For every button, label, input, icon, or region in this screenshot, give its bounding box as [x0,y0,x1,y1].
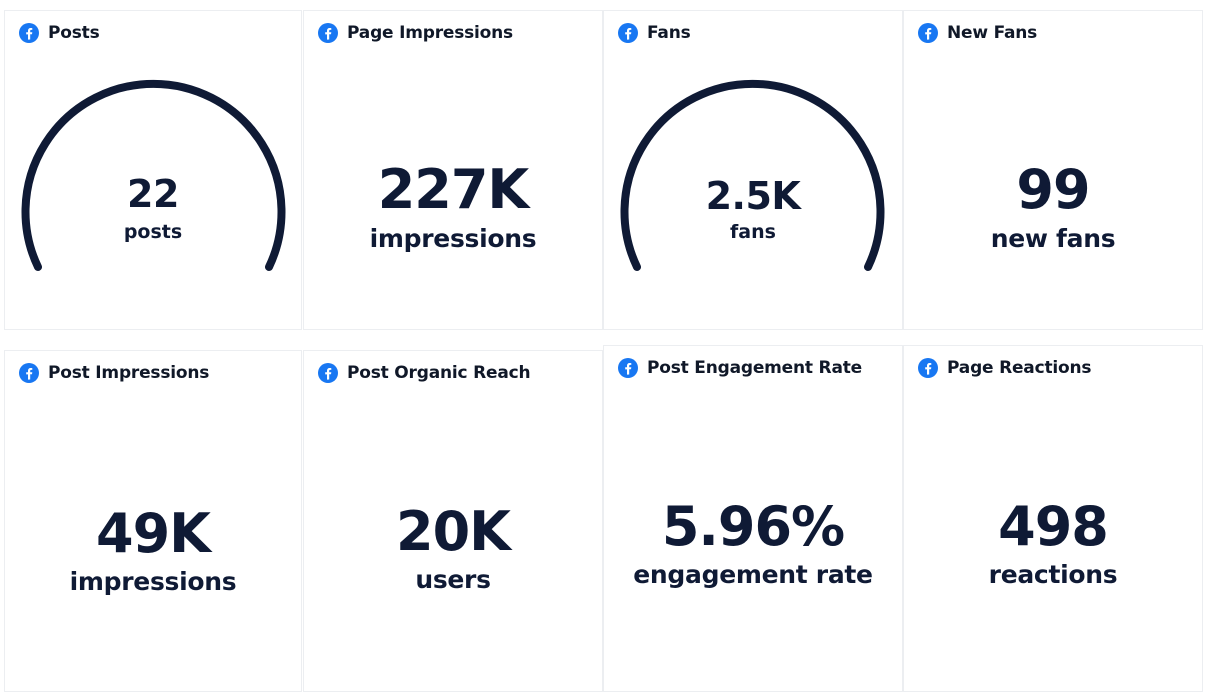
facebook-icon [19,23,39,43]
card-header: New Fans [918,23,1037,43]
gauge-arc [21,79,286,271]
post-engagement-rate-card[interactable]: Post Engagement Rate 5.96% engagement ra… [603,345,903,692]
metric-unit: users [415,565,491,594]
card-header: Post Impressions [19,363,209,383]
metric-value: 20K [396,500,511,563]
card-header: Fans [618,23,691,43]
facebook-icon [618,358,638,378]
card-title: New Fans [947,23,1038,43]
posts-card[interactable]: Posts 22 posts [4,10,302,330]
metric-value: 498 [998,495,1109,558]
card-title: Posts [48,23,100,43]
facebook-icon [918,23,938,43]
gauge-arc [620,79,885,271]
facebook-icon [918,358,938,378]
card-title: Page Impressions [347,23,513,43]
metric-value: 5.96% [661,495,845,558]
card-title: Post Engagement Rate [647,358,862,378]
card-header: Posts [19,23,100,43]
metric-unit: fans [730,221,776,243]
metric-unit: impressions [69,567,237,596]
metric-unit: new fans [990,224,1116,253]
post-organic-reach-card[interactable]: Post Organic Reach 20K users [303,350,603,692]
card-header: Page Reactions [918,358,1092,378]
metric-unit: impressions [369,224,537,253]
metric-unit: reactions [988,560,1118,589]
post-impressions-card[interactable]: Post Impressions 49K impressions [4,350,302,692]
metric-value: 99 [1016,158,1090,221]
card-header: Post Organic Reach [318,363,531,383]
card-title: Post Organic Reach [347,363,531,383]
metric-value: 227K [377,158,530,221]
metric-unit: posts [123,221,183,243]
fans-card[interactable]: Fans 2.5K fans [603,10,903,330]
metric-value: 49K [96,502,211,565]
facebook-icon [19,363,39,383]
card-title: Post Impressions [48,363,210,383]
card-header: Page Impressions [318,23,513,43]
facebook-icon [318,23,338,43]
card-header: Post Engagement Rate [618,358,862,378]
metric-value: 22 [127,172,179,216]
card-title: Page Reactions [947,358,1092,378]
page-reactions-card[interactable]: Page Reactions 498 reactions [903,345,1203,692]
card-title: Fans [647,23,691,43]
facebook-icon [618,23,638,43]
facebook-icon [318,363,338,383]
metric-value: 2.5K [705,174,801,218]
metric-unit: engagement rate [633,560,873,589]
page-impressions-card[interactable]: Page Impressions 227K impressions [303,10,603,330]
new-fans-card[interactable]: New Fans 99 new fans [903,10,1203,330]
